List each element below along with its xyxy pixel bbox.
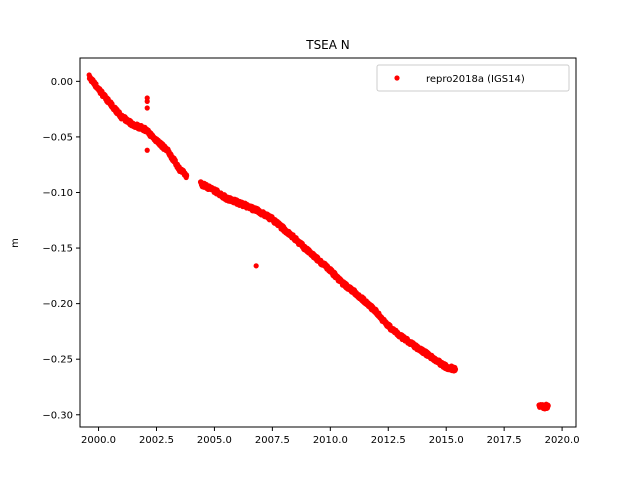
legend-label: repro2018a (IGS14): [426, 74, 525, 85]
legend-box: [376, 64, 570, 92]
plot-frame: [79, 57, 577, 428]
x-tick-label: 2015.0: [429, 435, 464, 446]
chart-title: TSEA N: [305, 38, 350, 52]
x-tick-label: 2010.0: [313, 435, 348, 446]
y-tick-label: −0.20: [42, 299, 73, 310]
data-point-outlier: [144, 98, 150, 104]
y-tick-label: 0.00: [51, 77, 73, 88]
data-point: [545, 403, 551, 409]
y-tick-label: −0.15: [42, 244, 73, 255]
x-axis: 2000.0 2002.5 2005.0 2007.5 2010.0 2012.5 2015…: [81, 427, 580, 446]
data-point: [452, 366, 459, 372]
x-tick-label: 2007.5: [255, 435, 290, 446]
x-tick-label: 2012.5: [371, 435, 406, 446]
x-tick-label: 2002.5: [139, 435, 174, 446]
data-point: [184, 173, 190, 179]
data-point-outlier: [144, 147, 150, 153]
y-tick-label: −0.30: [42, 410, 73, 421]
x-tick-label: 2020.0: [545, 435, 580, 446]
legend: repro2018a (IGS14): [376, 64, 570, 92]
y-tick-label: −0.10: [42, 188, 73, 199]
data-point-outlier: [253, 263, 259, 269]
x-tick-label: 2000.0: [81, 435, 116, 446]
data-point-outlier: [144, 105, 150, 111]
y-tick-label: −0.05: [42, 132, 73, 143]
legend-marker: [394, 75, 400, 81]
y-axis-label: m: [10, 238, 21, 248]
y-axis: 0.00 −0.05 −0.10 −0.15 −0.20 −0.25 −0.30: [42, 77, 80, 421]
x-tick-label: 2005.0: [197, 435, 232, 446]
x-tick-label: 2017.5: [487, 435, 522, 446]
y-tick-label: −0.25: [42, 355, 73, 366]
data-points: [86, 72, 551, 412]
